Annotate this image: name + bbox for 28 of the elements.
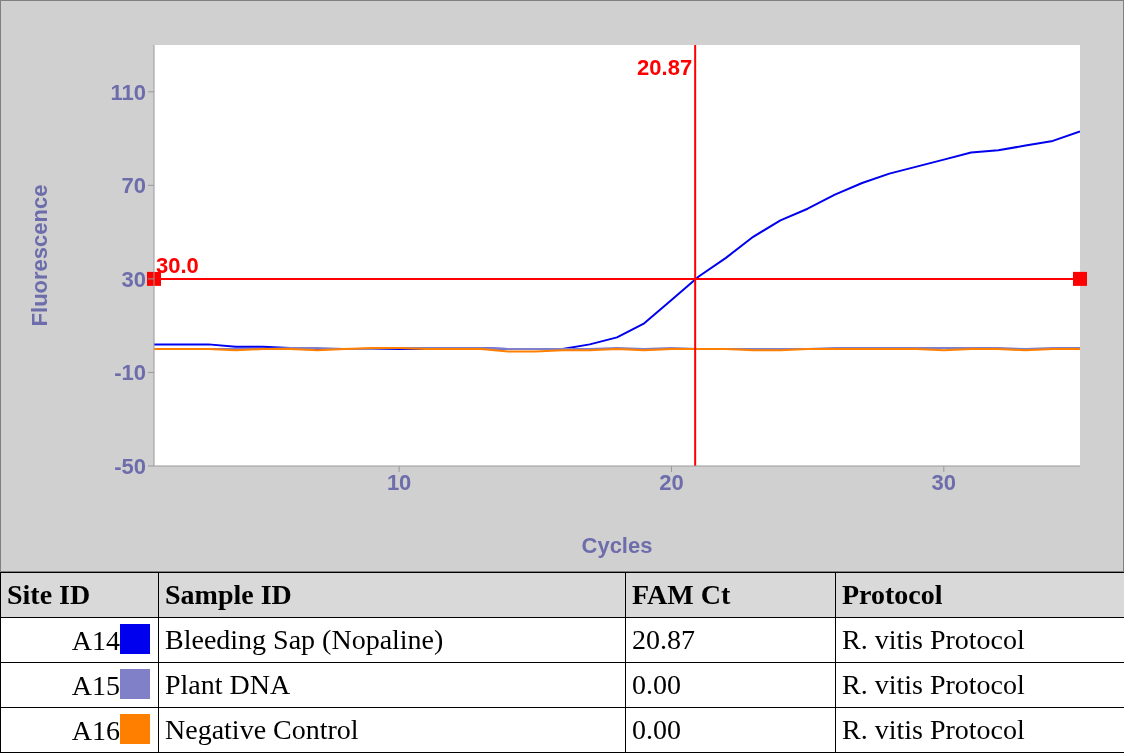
text: 0.00	[625, 707, 836, 753]
text: R. vitis Protocol	[835, 617, 1124, 663]
ref-line-label: 30.0	[156, 252, 199, 278]
x-tick-label: 20	[659, 469, 684, 495]
legend-label: Bleeding Sap (Nopaline)	[158, 617, 626, 663]
y-tick-label: -10	[114, 360, 146, 386]
x-tick-label: 30	[931, 469, 957, 495]
y-tick-label: 70	[121, 173, 146, 199]
x-axis-title: Cycles	[581, 533, 653, 558]
y-tick-label: 30	[121, 266, 146, 292]
ref-line-label: 20.87	[637, 55, 693, 80]
text: A14	[71, 624, 120, 656]
text: 20.87	[625, 617, 836, 663]
y-tick-label: 110	[110, 79, 146, 105]
text: A16	[71, 714, 120, 746]
text: Sample ID	[158, 572, 626, 618]
legend-label: Plant DNA	[158, 662, 626, 708]
text: Protocol	[835, 572, 1124, 618]
legend-label: Negative Control	[158, 707, 626, 753]
text: R. vitis Protocol	[835, 707, 1124, 753]
text: Site ID	[0, 572, 159, 618]
text: 0.00	[625, 662, 836, 708]
text: A15	[71, 669, 120, 701]
text: FAM Ct	[625, 572, 836, 618]
text: R. vitis Protocol	[835, 662, 1124, 708]
y-axis-title: Fluorescence	[26, 184, 52, 327]
y-tick-label: -50	[114, 453, 146, 479]
x-tick-label: 10	[386, 469, 412, 495]
